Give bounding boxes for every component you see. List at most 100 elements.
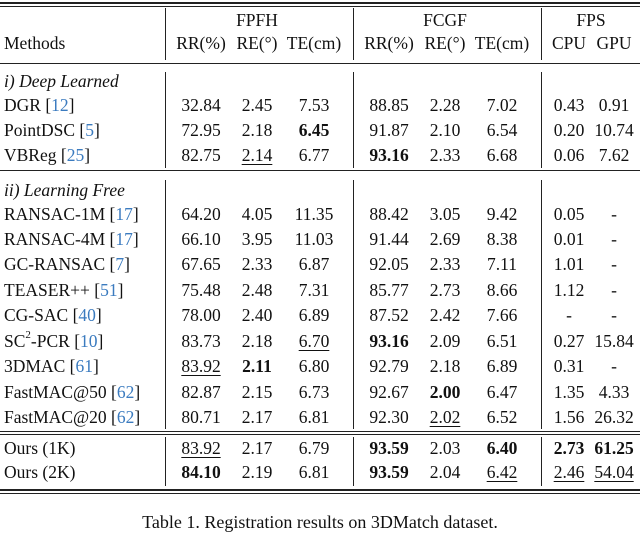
cell-value: - (611, 254, 617, 274)
cell-value: 0.31 (553, 356, 585, 376)
cell-value: 2.02 (429, 407, 461, 427)
table-cell: 9.42 (470, 203, 534, 225)
table-cell: 75.48 (169, 279, 233, 301)
cell-value: 61.25 (594, 438, 634, 458)
table-cell: 0.43 (537, 94, 601, 116)
cell-value: 7.66 (486, 305, 518, 325)
table-cell: 88.85 (357, 94, 421, 116)
cell-value: 88.42 (369, 204, 409, 224)
method-suffix: -PCR (30, 331, 70, 351)
method-name: DGR [12] (4, 94, 74, 116)
citation-link[interactable]: 62 (116, 407, 135, 427)
cell-value: - (566, 305, 572, 325)
cell-value: 72.95 (181, 120, 221, 140)
table-cell: 2.00 (413, 381, 477, 403)
cell-value: 2.10 (429, 120, 461, 140)
table-cell: 2.48 (225, 279, 289, 301)
cell-value: - (611, 204, 617, 224)
table-cell: 83.92 (169, 437, 233, 459)
citation-bracket: ] (97, 331, 104, 351)
citation-bracket: ] (93, 120, 100, 140)
citation-link[interactable]: 5 (85, 120, 94, 140)
cell-value: 7.02 (486, 95, 518, 115)
table-cell: 2.46 (537, 461, 601, 483)
citation-link[interactable]: 25 (66, 145, 85, 165)
table-cell: 2.33 (413, 253, 477, 275)
citation-bracket: [ (68, 305, 79, 325)
method-name: FastMAC@50 [62] (4, 381, 140, 403)
table-cell: 61.25 (582, 437, 640, 459)
cell-value: 2.18 (429, 356, 461, 376)
table-cell: 6.45 (282, 119, 346, 141)
method-name: Ours (1K) (4, 437, 75, 459)
table-cell: 2.04 (413, 461, 477, 483)
table-cell: - (537, 304, 601, 326)
citation-link[interactable]: 17 (115, 229, 133, 249)
table-cell: 80.71 (169, 406, 233, 428)
method-superscript: 2 (25, 329, 31, 342)
cell-value: 92.79 (369, 356, 409, 376)
cell-value: 2.46 (553, 462, 585, 482)
cell-value: 78.00 (181, 305, 221, 325)
table-cell: 32.84 (169, 94, 233, 116)
table-cell: 82.87 (169, 381, 233, 403)
method-label: CG-SAC (4, 305, 69, 325)
citation-link[interactable]: 12 (51, 95, 69, 115)
method-name: FastMAC@20 [62] (4, 406, 140, 428)
top-rule-2 (0, 5, 640, 7)
citation-link[interactable]: 10 (80, 331, 98, 351)
table-cell: 84.10 (169, 461, 233, 483)
cell-value: 3.05 (429, 204, 461, 224)
cell-value: 0.91 (598, 95, 630, 115)
citation-link[interactable]: 51 (100, 280, 118, 300)
cell-value: 6.54 (486, 120, 518, 140)
table-cell: 6.79 (282, 437, 346, 459)
cell-value: 8.38 (486, 229, 518, 249)
cell-value: 66.10 (181, 229, 221, 249)
method-label: 3DMAC (4, 356, 66, 376)
table-cell: 2.33 (413, 144, 477, 166)
citation-link[interactable]: 17 (115, 204, 133, 224)
method-name: VBReg [25] (4, 144, 90, 166)
cell-value: 2.33 (241, 254, 273, 274)
table-cell: 15.84 (582, 330, 640, 352)
table-cell: 2.73 (537, 437, 601, 459)
cell-value: 82.75 (181, 145, 221, 165)
cell-value: 2.00 (429, 382, 461, 402)
citation-bracket: [ (105, 254, 116, 274)
section-title: i) Deep Learned (4, 71, 119, 91)
cell-value: 6.81 (298, 462, 330, 482)
cell-value: - (611, 305, 617, 325)
cell-value: 92.67 (369, 382, 409, 402)
table-cell: 83.73 (169, 330, 233, 352)
citation-link[interactable]: 62 (116, 382, 135, 402)
table-cell: 6.70 (282, 330, 346, 352)
citation-bracket: ] (84, 145, 91, 165)
table-cell: 92.30 (357, 406, 421, 428)
table-cell: 2.19 (225, 461, 289, 483)
table-cell: 1.35 (537, 381, 601, 403)
methods-header: Methods (4, 33, 66, 53)
citation-link[interactable]: 40 (78, 305, 96, 325)
table-cell: 6.51 (470, 330, 534, 352)
cell-value: 1.56 (553, 407, 585, 427)
cell-value: 6.87 (298, 254, 330, 274)
method-label: Ours (2K) (4, 462, 76, 482)
citation-link[interactable]: 61 (75, 356, 93, 376)
table-cell: 6.47 (470, 381, 534, 403)
citation-link[interactable]: 7 (115, 254, 125, 274)
method-name: GC-RANSAC [7] (4, 253, 130, 275)
cell-value: 2.18 (241, 120, 273, 140)
cell-value: 4.33 (598, 382, 630, 402)
cell-value: 0.05 (553, 204, 585, 224)
cell-value: 10.74 (594, 120, 634, 140)
cell-value: 2.04 (429, 462, 461, 482)
table-cell: 2.18 (225, 119, 289, 141)
cell-value: 3.95 (241, 229, 273, 249)
table-cell: 26.32 (582, 406, 640, 428)
citation-bracket: ] (95, 305, 102, 325)
column-separator (541, 8, 543, 60)
table-cell: 54.04 (582, 461, 640, 483)
table-cell: 3.05 (413, 203, 477, 225)
table-cell: 66.10 (169, 228, 233, 250)
